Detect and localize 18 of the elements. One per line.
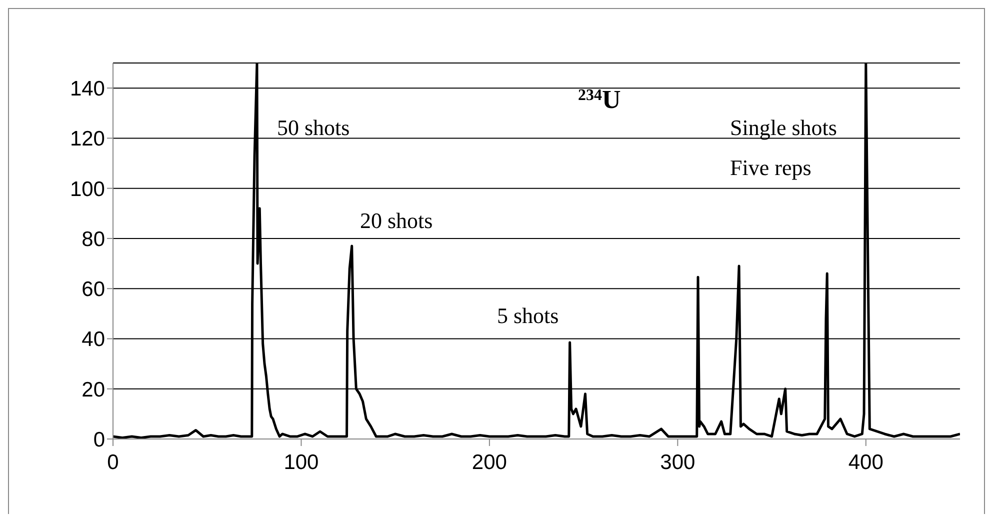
y-tick-label: 40 — [82, 328, 105, 352]
annotation: 20 shots — [360, 208, 433, 233]
x-tick-label: 100 — [284, 450, 319, 474]
annotation: 5 shots — [497, 303, 559, 328]
y-tick-label: 120 — [70, 128, 105, 151]
annotation: $^{234}$U — [578, 85, 621, 114]
x-tick-label: 400 — [848, 450, 884, 474]
annotation: Five reps — [730, 155, 812, 180]
annotation: Single shots — [730, 115, 837, 140]
y-tick-label: 60 — [82, 278, 105, 302]
annotation: 50 shots — [277, 115, 350, 140]
y-tick-label: 140 — [70, 78, 105, 101]
x-tick-label: 300 — [660, 450, 696, 474]
y-tick-label: 80 — [82, 228, 105, 251]
y-tick-label: 0 — [93, 428, 105, 452]
y-tick-label: 100 — [70, 178, 105, 201]
x-tick-label: 200 — [472, 450, 507, 474]
y-tick-label: 20 — [82, 378, 105, 402]
